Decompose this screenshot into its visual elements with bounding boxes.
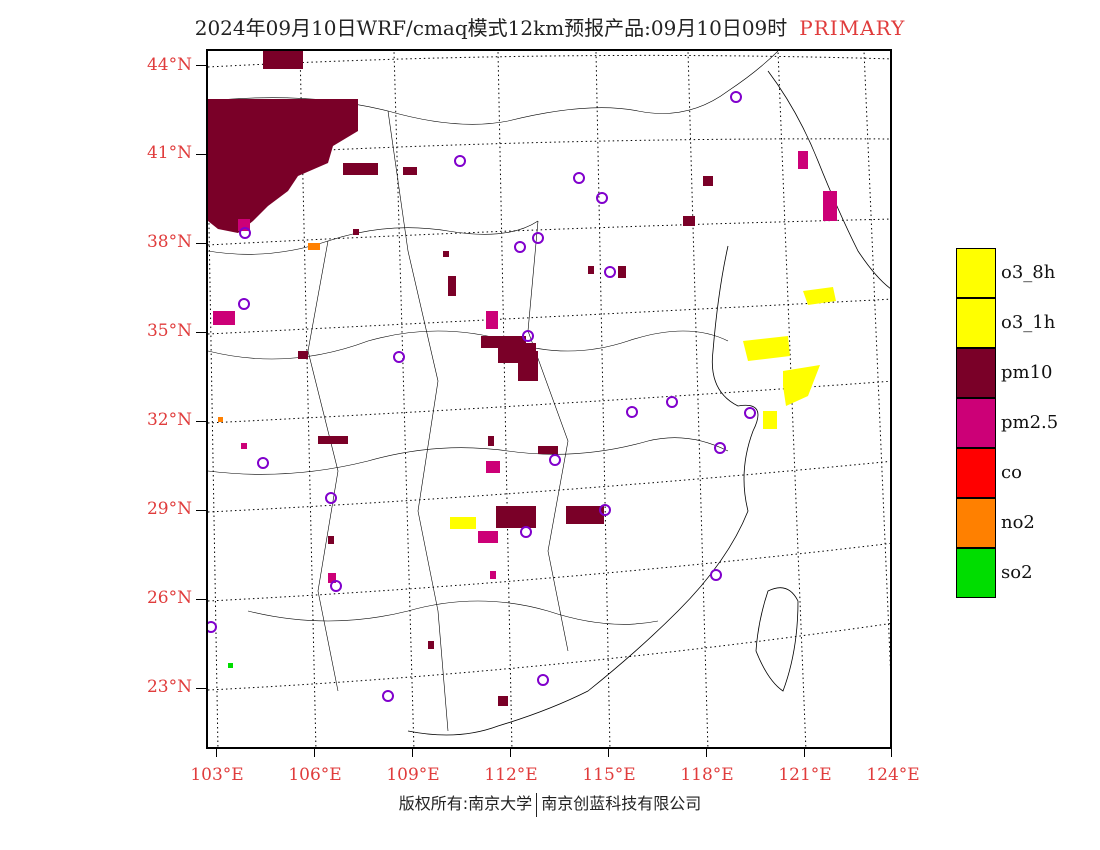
copyright-right: 南京创蓝科技有限公司 (541, 794, 702, 813)
lat-tick (196, 332, 206, 333)
lon-tick (510, 749, 511, 757)
graticule-line-112e (497, 51, 513, 747)
lat-tick (196, 154, 206, 155)
lon-tick (891, 749, 892, 757)
legend-item-o3-1h: o3_1h (956, 298, 1096, 348)
legend-swatch-pm25 (956, 398, 996, 448)
taiwan-outline (755, 587, 799, 692)
graticule-line-32n (208, 380, 890, 424)
legend-swatch-no2 (956, 498, 996, 548)
graticule-line-118e (687, 51, 709, 747)
graticule-line-38n (208, 218, 890, 246)
lon-label-109: 109°E (386, 765, 440, 785)
legend-swatch-pm10 (956, 348, 996, 398)
graticule-line-35n (208, 298, 890, 335)
map-title: 2024年09月10日WRF/cmaq模式12km预报产品:09月10日09时 P… (0, 12, 1100, 41)
graticule-line-23n (208, 623, 890, 691)
lon-label-112: 112°E (484, 765, 538, 785)
copyright-left: 版权所有:南京大学 (398, 794, 533, 813)
lat-label-41: 41°N (146, 143, 192, 163)
legend-label-co: co (1001, 462, 1022, 483)
map-title-tag: PRIMARY (799, 16, 906, 40)
legend-label-no2: no2 (1001, 512, 1035, 533)
legend-label-pm10: pm10 (1001, 362, 1053, 383)
lat-label-29: 29°N (146, 499, 192, 519)
pm10-scatter (298, 163, 713, 706)
legend-item-pm25: pm2.5 (956, 398, 1096, 448)
pm25-scatter (213, 151, 837, 583)
graticule-line-29n (208, 460, 890, 513)
station-circles (208, 91, 756, 702)
lon-tick (216, 749, 217, 757)
legend-item-pm10: pm10 (956, 348, 1096, 398)
lat-tick (196, 243, 206, 244)
lon-label-124: 124°E (866, 765, 920, 785)
legend-item-co: co (956, 448, 1096, 498)
legend-item-o3-8h: o3_8h (956, 248, 1096, 298)
graticule-line-109e (393, 51, 415, 747)
lon-label-118: 118°E (680, 765, 734, 785)
legend-label-so2: so2 (1001, 562, 1033, 583)
lat-tick (196, 65, 206, 66)
no2-so2-pixels (218, 243, 320, 668)
lat-label-23: 23°N (146, 677, 192, 697)
coastline (407, 70, 890, 736)
lat-label-32: 32°N (146, 410, 192, 430)
lon-label-121: 121°E (778, 765, 832, 785)
lat-label-38: 38°N (146, 232, 192, 252)
lat-label-26: 26°N (146, 588, 192, 608)
lat-label-35: 35°N (146, 321, 192, 341)
footer-separator (536, 792, 538, 817)
lat-tick (196, 421, 206, 422)
graticule-line-124e (863, 51, 890, 670)
lon-tick (608, 749, 609, 757)
legend-label-pm25: pm2.5 (1001, 412, 1059, 433)
lon-label-103: 103°E (190, 765, 244, 785)
pm10-northwest-region (208, 51, 358, 233)
map-panel[interactable] (206, 49, 892, 749)
legend-swatch-o3-8h (956, 248, 996, 298)
lon-label-115: 115°E (582, 765, 636, 785)
lat-tick (196, 688, 206, 689)
lat-tick (196, 510, 206, 511)
lon-tick (804, 749, 805, 757)
graticule-line-26n (208, 542, 890, 602)
legend-item-so2: so2 (956, 548, 1096, 598)
legend-item-no2: no2 (956, 498, 1096, 548)
graticule-line-44n (208, 54, 890, 68)
lon-tick (412, 749, 413, 757)
legend-swatch-o3-1h (956, 298, 996, 348)
legend-label-o3-8h: o3_8h (1001, 262, 1056, 283)
map-title-main: 2024年09月10日WRF/cmaq模式12km预报产品:09月10日09时 (194, 16, 788, 40)
lat-tick (196, 599, 206, 600)
map-svg (208, 51, 890, 747)
legend-swatch-co (956, 448, 996, 498)
lon-label-106: 106°E (288, 765, 342, 785)
lon-tick (314, 749, 315, 757)
legend-swatch-so2 (956, 548, 996, 598)
copyright-footer: 版权所有:南京大学 南京创蓝科技有限公司 (0, 790, 1100, 817)
lon-tick (706, 749, 707, 757)
lat-label-44: 44°N (146, 55, 192, 75)
legend-label-o3-1h: o3_1h (1001, 312, 1056, 333)
o3-regions (450, 287, 836, 529)
